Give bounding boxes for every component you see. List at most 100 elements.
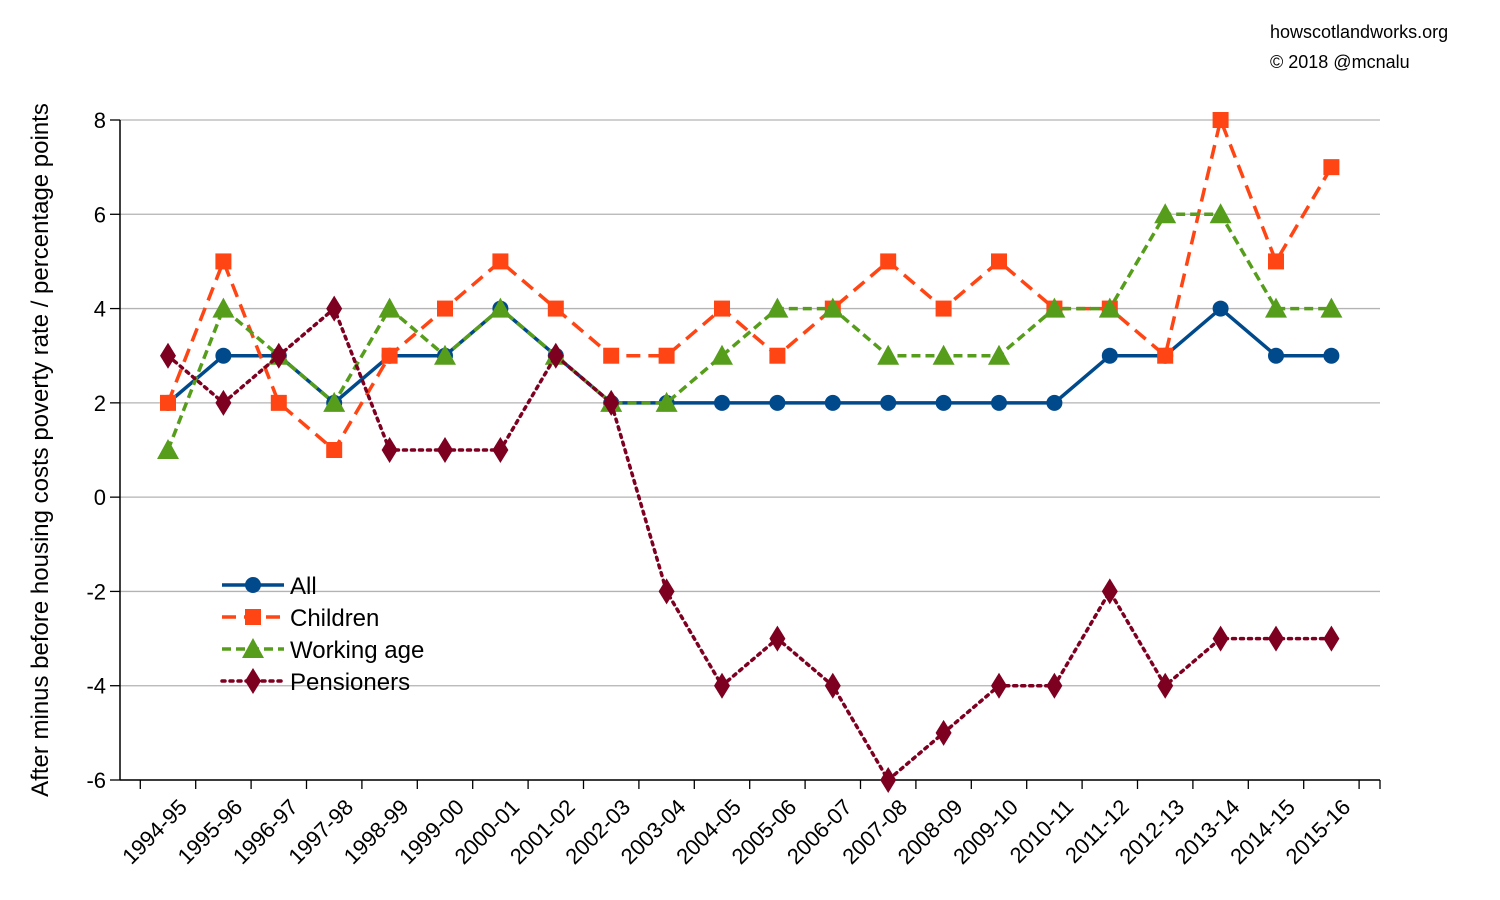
data-point (1212, 300, 1229, 317)
data-point (326, 295, 343, 322)
data-point (714, 394, 730, 411)
data-point (880, 253, 897, 270)
axes (110, 119, 1381, 789)
y-tick-label: 2 (94, 391, 106, 416)
legend-item: All (222, 573, 317, 600)
data-point (215, 347, 232, 364)
data-point (877, 344, 900, 365)
data-point (245, 577, 261, 593)
data-point (215, 389, 232, 416)
data-point (489, 297, 512, 318)
data-point (437, 437, 453, 463)
data-point (245, 609, 261, 625)
data-point (769, 394, 786, 411)
data-point (603, 347, 620, 364)
data-point (988, 344, 1010, 365)
data-point (714, 300, 730, 317)
data-point (323, 391, 346, 412)
legend-background (218, 569, 428, 577)
data-point (381, 347, 398, 364)
y-tick-label: 6 (94, 202, 106, 227)
data-point (935, 719, 952, 746)
credit-copyright: © 2018 @mcnalu (1270, 52, 1410, 72)
data-point (880, 767, 897, 793)
data-point (1268, 347, 1284, 364)
data-point (157, 439, 179, 459)
data-point (437, 300, 453, 317)
data-point (658, 347, 675, 364)
data-point (991, 672, 1007, 699)
data-point (326, 442, 343, 458)
data-point (1323, 625, 1340, 652)
data-point (603, 389, 620, 416)
data-point (1046, 672, 1063, 699)
y-tick-label: 4 (94, 297, 106, 322)
series-pensioners (160, 295, 1340, 793)
data-point (658, 578, 675, 605)
data-point (381, 437, 398, 463)
data-point (1046, 394, 1063, 411)
data-point (769, 625, 786, 652)
series-group (157, 112, 1343, 793)
legend: All Children Working age Pensioners (218, 569, 428, 696)
data-point (1268, 253, 1284, 270)
data-point (160, 342, 176, 369)
data-point (655, 391, 678, 412)
data-point (824, 672, 841, 699)
data-point (1098, 297, 1121, 318)
y-tick-label: -6 (86, 768, 106, 793)
data-point (270, 342, 287, 369)
y-tick-label: 0 (94, 485, 106, 510)
data-point (245, 668, 261, 694)
legend-label: Children (290, 605, 379, 632)
series-line (166, 118, 1333, 452)
legend-item: Working age (222, 637, 424, 664)
data-point (547, 342, 564, 369)
data-point (711, 344, 733, 365)
data-point (1323, 159, 1340, 176)
data-point (547, 300, 564, 317)
data-point (1101, 347, 1118, 364)
y-axis-title: After minus before housing costs poverty… (27, 103, 54, 797)
data-point (378, 297, 401, 318)
legend-label: Pensioners (290, 669, 410, 696)
legend-label: Working age (290, 637, 424, 664)
y-tick-labels: -6 -4 -2 0 2 4 6 8 (86, 108, 106, 793)
data-point (714, 672, 730, 699)
data-point (824, 394, 841, 411)
legend-label: All (290, 573, 317, 600)
data-point (991, 394, 1007, 411)
series-line (166, 306, 1332, 405)
data-point (1323, 347, 1340, 364)
data-point (434, 344, 456, 365)
data-point (270, 394, 287, 411)
credit-website: howscotlandworks.org (1270, 22, 1449, 42)
data-point (1320, 297, 1343, 318)
legend-item: Children (222, 605, 379, 632)
data-point (1101, 578, 1118, 605)
series-line (166, 306, 1334, 782)
data-point (492, 253, 509, 270)
y-tick-label: 8 (94, 108, 106, 133)
data-point (932, 344, 955, 365)
data-point (880, 394, 897, 411)
data-point (1212, 625, 1229, 652)
data-point (1212, 112, 1229, 128)
data-point (215, 253, 232, 270)
data-point (1265, 297, 1287, 318)
data-point (769, 347, 786, 364)
data-point (1157, 672, 1174, 699)
series-line (166, 212, 1332, 451)
data-point (1154, 203, 1177, 224)
data-point (242, 638, 264, 658)
data-point (1157, 347, 1174, 364)
data-point (1268, 625, 1284, 652)
data-point (492, 437, 509, 463)
data-point (1043, 297, 1066, 318)
data-point (1209, 203, 1232, 224)
legend-item: Pensioners (220, 668, 410, 696)
data-point (212, 297, 235, 318)
x-tick-labels: 1994-951995-961996-971997-981998-991999-… (117, 794, 1355, 869)
data-point (935, 300, 952, 317)
